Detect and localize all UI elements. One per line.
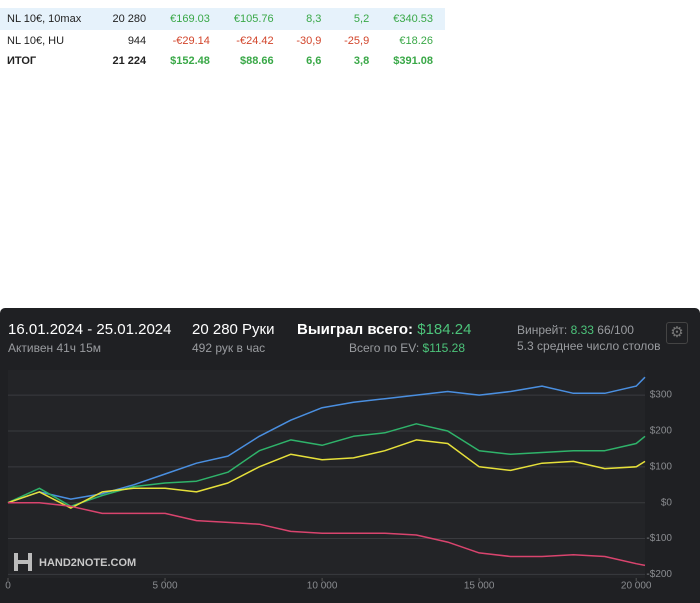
series-line — [7, 376, 646, 504]
table-cell: €340.53 — [381, 8, 445, 30]
table-cell: -€24.42 — [236, 35, 274, 47]
y-tick-label: $0 — [661, 497, 673, 508]
table-cell: €18.26 — [399, 35, 433, 47]
table-cell: €105.76 — [221, 8, 286, 30]
chart: HAND2NOTE.COM -$200 -$100 $0 $100 $200 $300 0 5… — [5, 370, 673, 592]
watermark: HAND2NOTE.COM — [39, 557, 136, 569]
graph-panel: 16.01.2024 - 25.01.2024 Активен 41ч 15м … — [0, 308, 700, 603]
ev-label: Всего по EV: — [349, 341, 420, 355]
x-tick-label: 0 — [5, 581, 11, 592]
table-cell: 20 280 — [101, 8, 159, 30]
table-cell: $391.08 — [393, 55, 433, 67]
hands-per-hour: 492 рук в час — [192, 341, 266, 355]
y-tick-label: $300 — [650, 390, 673, 401]
ev-value: $115.28 — [422, 341, 466, 355]
y-tick-label: -$100 — [646, 533, 672, 544]
table-cell: 944 — [127, 35, 147, 47]
table-cell: NL 10€, 10max — [0, 8, 102, 30]
y-tick-label: $200 — [650, 426, 673, 437]
logo — [14, 553, 32, 571]
series-line — [8, 501, 646, 567]
series-line — [7, 439, 646, 509]
x-tick-label: 10 000 — [307, 581, 338, 592]
table-cell: $152.48 — [170, 55, 210, 67]
table-cell: ИТОГ — [7, 55, 37, 67]
winrate-value: 8.33 — [570, 323, 594, 337]
x-tick-label: 20 000 — [621, 581, 652, 592]
table-cell: NL 10€, HU — [7, 35, 65, 47]
y-tick-label: -$200 — [646, 569, 672, 580]
series-line — [7, 423, 646, 508]
x-tick-label: 5 000 — [153, 581, 178, 592]
y-tick-label: $100 — [650, 461, 673, 472]
date-range: 16.01.2024 - 25.01.2024 — [8, 321, 172, 338]
winrate-unit: 66/100 — [597, 323, 634, 337]
table-cell: 21 224 — [112, 55, 147, 67]
table-cell: 8,3 — [285, 8, 334, 30]
plot-area — [8, 370, 645, 578]
table-row: ИТОГ 21 224 $152.48 $88.66 6,6 3,8 $391.08 — [0, 52, 445, 70]
stats-table: NL 10€, 10max 20 280 €169.03 €105.76 8,3 5,2 €… — [0, 8, 445, 70]
table-cell: €169.03 — [158, 8, 222, 30]
table-row: NL 10€, HU 944 -€29.14 -€24.42 -30,9 -25,9 €18… — [0, 30, 445, 52]
active-time: Активен 41ч 15м — [8, 341, 101, 355]
won-value: $184.24 — [417, 321, 472, 338]
table-cell: -30,9 — [296, 35, 322, 47]
table-row: NL 10€, 10max 20 280 €169.03 €105.76 8,3 5,2 €… — [0, 8, 445, 30]
table-cell: 3,8 — [353, 55, 370, 67]
won-label: Выиграл всего: — [297, 321, 414, 338]
table-cell: -€29.14 — [172, 35, 210, 47]
winrate-label: Винрейт: — [517, 323, 568, 337]
table-cell: -25,9 — [344, 35, 370, 47]
table-cell: 5,2 — [333, 8, 382, 30]
x-tick-label: 15 000 — [464, 581, 495, 592]
table-cell: $88.66 — [239, 55, 274, 67]
settings-button[interactable]: ⚙ — [666, 322, 688, 344]
hands: 20 280 Руки — [192, 321, 275, 338]
table-cell: 6,6 — [306, 55, 322, 67]
avg-tables: 5.3 среднее число столов — [517, 339, 661, 353]
